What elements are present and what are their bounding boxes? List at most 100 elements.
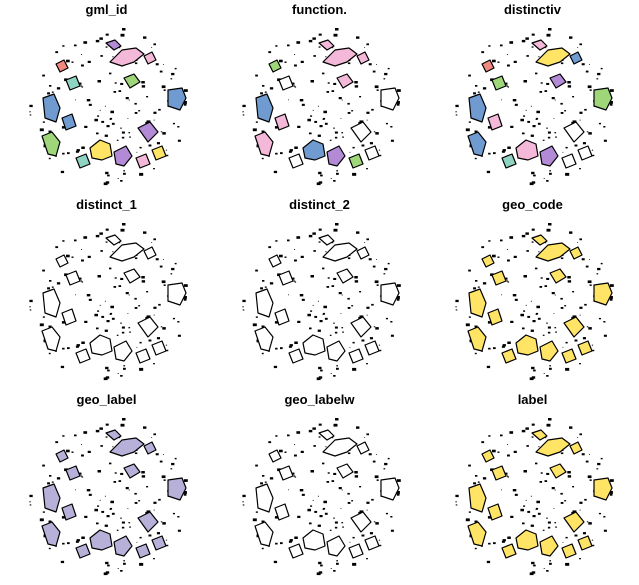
map-feature-small	[525, 499, 527, 501]
map-feature-small	[101, 510, 105, 513]
map-feature-small	[316, 377, 321, 381]
map-feature-small	[488, 347, 491, 350]
map-feature-small	[96, 522, 99, 525]
map-feature-small	[333, 322, 335, 324]
map-feature-small	[105, 46, 108, 48]
map-feature-small	[81, 281, 84, 283]
map-feature-small	[161, 475, 166, 479]
map-feature-small	[42, 121, 45, 123]
map-feature-small	[354, 280, 359, 283]
map-feature-small	[183, 493, 187, 496]
map-feature-small	[177, 126, 180, 128]
map-feature-small	[513, 255, 517, 258]
map-feature-small	[330, 568, 332, 569]
map-feature-small	[165, 344, 168, 346]
map-feature-small	[455, 494, 459, 498]
map-feature-small	[366, 119, 368, 121]
map-feature-shape-center-2	[113, 535, 133, 557]
map-feature-small	[275, 240, 278, 242]
map-feature-small	[139, 562, 144, 566]
map-feature-small	[81, 64, 84, 67]
map-feature-small	[333, 277, 337, 280]
map-feature-small	[546, 82, 550, 85]
map-feature-small	[312, 304, 314, 306]
map-feature-small	[336, 172, 339, 175]
map-feature-small	[125, 97, 129, 100]
map-feature-small	[47, 92, 50, 95]
map-feature-small	[579, 168, 581, 170]
map-feature-small	[122, 418, 126, 421]
map-feature-small	[598, 122, 601, 125]
map-feature-small	[522, 327, 525, 330]
map-feature-shape-center-3	[501, 543, 517, 559]
map-feature-small	[537, 122, 541, 125]
map-feature-small	[312, 232, 316, 235]
map-feature-small	[374, 280, 379, 284]
map-feature-small	[83, 431, 88, 434]
map-feature-small	[507, 54, 509, 55]
map-feature-small	[565, 172, 570, 176]
map-feature-shape-mid-3	[278, 270, 294, 286]
map-feature-small	[591, 539, 594, 541]
map-feature-shape-mid-3	[491, 75, 507, 91]
map-feature-small	[105, 366, 109, 370]
map-feature-small	[567, 85, 572, 88]
map-feature-small	[536, 312, 539, 315]
map-feature-small	[329, 529, 332, 531]
map-feature-shape-lower-2	[577, 535, 593, 551]
map-feature-shape-mid-4	[481, 59, 495, 73]
map-feature-small	[308, 234, 313, 238]
map-feature-small	[509, 431, 514, 434]
map-feature-small	[120, 423, 125, 427]
map-feature-small	[608, 491, 613, 494]
map-feature-small	[138, 110, 141, 112]
map-feature-small	[560, 102, 563, 105]
map-feature-small	[163, 64, 164, 65]
map-feature-small	[569, 231, 573, 234]
map-feature-small	[81, 476, 84, 478]
map-feature-small	[356, 426, 360, 429]
map-feature-shape-mid-4	[55, 254, 69, 268]
map-feature-small	[507, 146, 511, 149]
map-feature-small	[56, 282, 61, 285]
map-feature-shape-mid-2	[123, 463, 141, 479]
map-feature-shape-lower-3	[348, 153, 364, 169]
map-feature-small	[333, 517, 335, 519]
map-feature-small	[584, 303, 587, 306]
map-feature-small	[262, 280, 265, 282]
map-feature-small	[307, 118, 311, 122]
map-feature-small	[342, 331, 344, 333]
map-feature-small	[148, 534, 152, 537]
map-feature-small	[334, 131, 338, 134]
map-feature-small	[87, 450, 91, 453]
map-feature-small	[512, 489, 517, 492]
map-feature-small	[549, 170, 551, 172]
map-feature-small	[99, 499, 101, 501]
map-feature-small	[49, 475, 52, 477]
map-feature-small	[323, 117, 326, 120]
map-feature-small	[383, 273, 386, 275]
map-feature-small	[387, 457, 390, 460]
map-feature-small	[584, 108, 587, 111]
map-feature-small	[139, 172, 144, 176]
map-feature-small	[539, 481, 543, 483]
map-feature-small	[538, 56, 540, 58]
map-feature-shape-lower-2	[151, 535, 167, 551]
map-feature-shape-mid-2	[549, 463, 567, 479]
map-feature-small	[542, 139, 545, 141]
map-feature-small	[356, 231, 360, 234]
map-feature-small	[268, 51, 272, 54]
map-feature-small	[61, 516, 66, 519]
map-feature-small	[598, 317, 601, 320]
map-feature-small	[39, 323, 44, 327]
map-feature-small	[475, 85, 478, 87]
map-feature-small	[166, 154, 169, 157]
map-feature-small	[42, 316, 45, 318]
map-feature-small	[67, 152, 70, 155]
map-feature-small	[120, 82, 124, 85]
map-feature-small	[504, 277, 508, 280]
map-feature-small	[366, 238, 369, 241]
map-feature-small	[312, 499, 314, 501]
map-feature-small	[531, 171, 535, 175]
map-feature-small	[384, 72, 388, 76]
